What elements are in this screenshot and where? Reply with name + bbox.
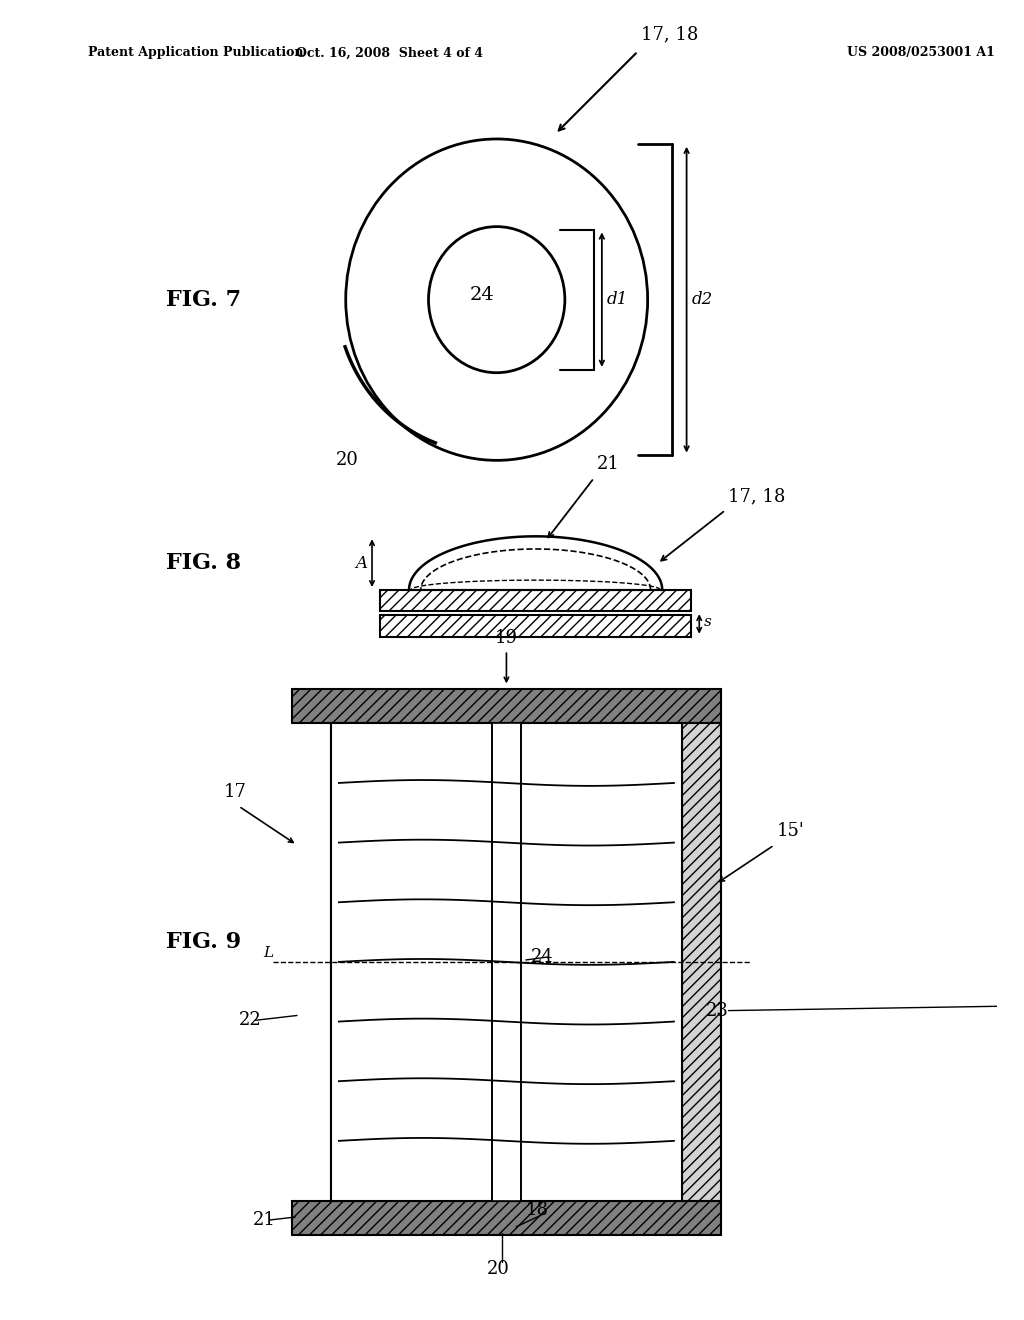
Text: US 2008/0253001 A1: US 2008/0253001 A1 [847, 46, 995, 59]
Text: 15': 15' [777, 822, 805, 840]
Text: 18: 18 [526, 1201, 549, 1220]
Text: 17: 17 [224, 783, 247, 801]
Text: 19: 19 [495, 630, 518, 647]
Text: 17, 18: 17, 18 [728, 487, 785, 506]
Text: FIG. 8: FIG. 8 [166, 552, 241, 574]
Bar [331, 723, 682, 1200]
Bar [331, 723, 370, 1200]
Bar [380, 615, 691, 636]
Text: 21: 21 [597, 455, 620, 473]
Text: d2: d2 [691, 292, 713, 308]
Text: 24: 24 [530, 948, 554, 966]
Text: d1: d1 [607, 292, 628, 308]
Text: 22: 22 [239, 1011, 261, 1030]
Text: A: A [355, 556, 368, 572]
Text: 17, 18: 17, 18 [641, 25, 698, 44]
Bar [682, 723, 721, 1200]
Text: 24: 24 [470, 286, 495, 304]
Text: Patent Application Publication: Patent Application Publication [88, 46, 303, 59]
Bar [292, 689, 721, 723]
Text: 20: 20 [487, 1259, 510, 1278]
Text: 23: 23 [707, 1002, 729, 1019]
Text: L: L [263, 946, 273, 960]
Text: FIG. 9: FIG. 9 [166, 932, 241, 953]
Text: 21: 21 [253, 1210, 276, 1229]
Text: FIG. 7: FIG. 7 [166, 289, 241, 310]
Bar [380, 590, 691, 611]
Bar [292, 1200, 721, 1234]
Bar [492, 723, 521, 1200]
Text: Oct. 16, 2008  Sheet 4 of 4: Oct. 16, 2008 Sheet 4 of 4 [296, 46, 483, 59]
Text: 20: 20 [336, 450, 358, 469]
Text: s: s [705, 615, 712, 630]
